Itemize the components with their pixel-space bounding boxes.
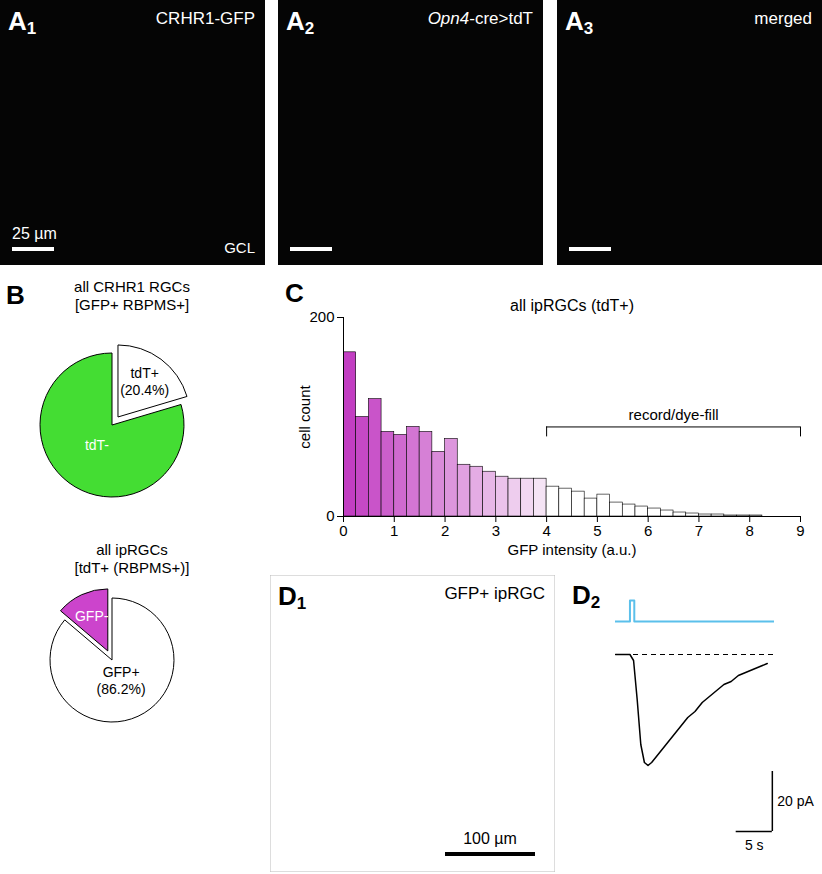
svg-text:GFP intensity (a.u.): GFP intensity (a.u.) <box>508 541 637 558</box>
html-text:A2: A2 <box>286 6 315 38</box>
svg-text:4: 4 <box>542 522 550 539</box>
svg-text:merged: merged <box>754 9 812 28</box>
svg-text:5 s: 5 s <box>745 837 764 853</box>
svg-text:1: 1 <box>390 522 398 539</box>
svg-text:2: 2 <box>441 522 449 539</box>
svg-text:200: 200 <box>309 308 334 325</box>
svg-text:25 µm: 25 µm <box>12 225 57 242</box>
svg-text:3: 3 <box>492 522 500 539</box>
svg-text:GFP-: GFP- <box>75 608 109 624</box>
svg-text:(20.4%): (20.4%) <box>120 382 169 398</box>
svg-text:tdT+: tdT+ <box>130 365 158 381</box>
svg-text:5: 5 <box>593 522 601 539</box>
svg-text:GFP+ ipRGC: GFP+ ipRGC <box>444 584 545 603</box>
svg-text:GCL: GCL <box>224 239 255 256</box>
svg-text:Opn4-cre>tdT: Opn4-cre>tdT <box>428 9 533 28</box>
svg-text:7: 7 <box>695 522 703 539</box>
svg-text:0: 0 <box>326 507 334 524</box>
html-text:B: B <box>6 280 25 310</box>
svg-text:100 µm: 100 µm <box>463 830 517 847</box>
svg-text:[GFP+ RBPMS+]: [GFP+ RBPMS+] <box>75 296 189 313</box>
html-text:D2: D2 <box>572 580 601 612</box>
svg-text:cell count: cell count <box>296 384 313 448</box>
html-text:A3: A3 <box>565 6 594 38</box>
svg-text:record/dye-fill: record/dye-fill <box>629 406 719 423</box>
svg-text:20 pA: 20 pA <box>777 793 814 809</box>
svg-text:all ipRGCs: all ipRGCs <box>96 541 168 558</box>
svg-text:(86.2%): (86.2%) <box>97 681 146 697</box>
svg-text:all CRHR1 RGCs: all CRHR1 RGCs <box>74 278 190 295</box>
svg-text:CRHR1-GFP: CRHR1-GFP <box>156 9 255 28</box>
svg-text:8: 8 <box>746 522 754 539</box>
svg-text:0: 0 <box>339 522 347 539</box>
svg-text:GFP+: GFP+ <box>103 664 140 680</box>
svg-text:6: 6 <box>644 522 652 539</box>
svg-text:tdT-: tdT- <box>85 437 109 453</box>
html-text:D1: D1 <box>278 581 307 613</box>
svg-text:[tdT+ (RBPMS+)]: [tdT+ (RBPMS+)] <box>74 559 189 576</box>
svg-text:all ipRGCs (tdT+): all ipRGCs (tdT+) <box>510 297 634 314</box>
html-text:A1: A1 <box>8 6 37 38</box>
html-text:C: C <box>285 278 304 308</box>
svg-text:9: 9 <box>796 522 804 539</box>
